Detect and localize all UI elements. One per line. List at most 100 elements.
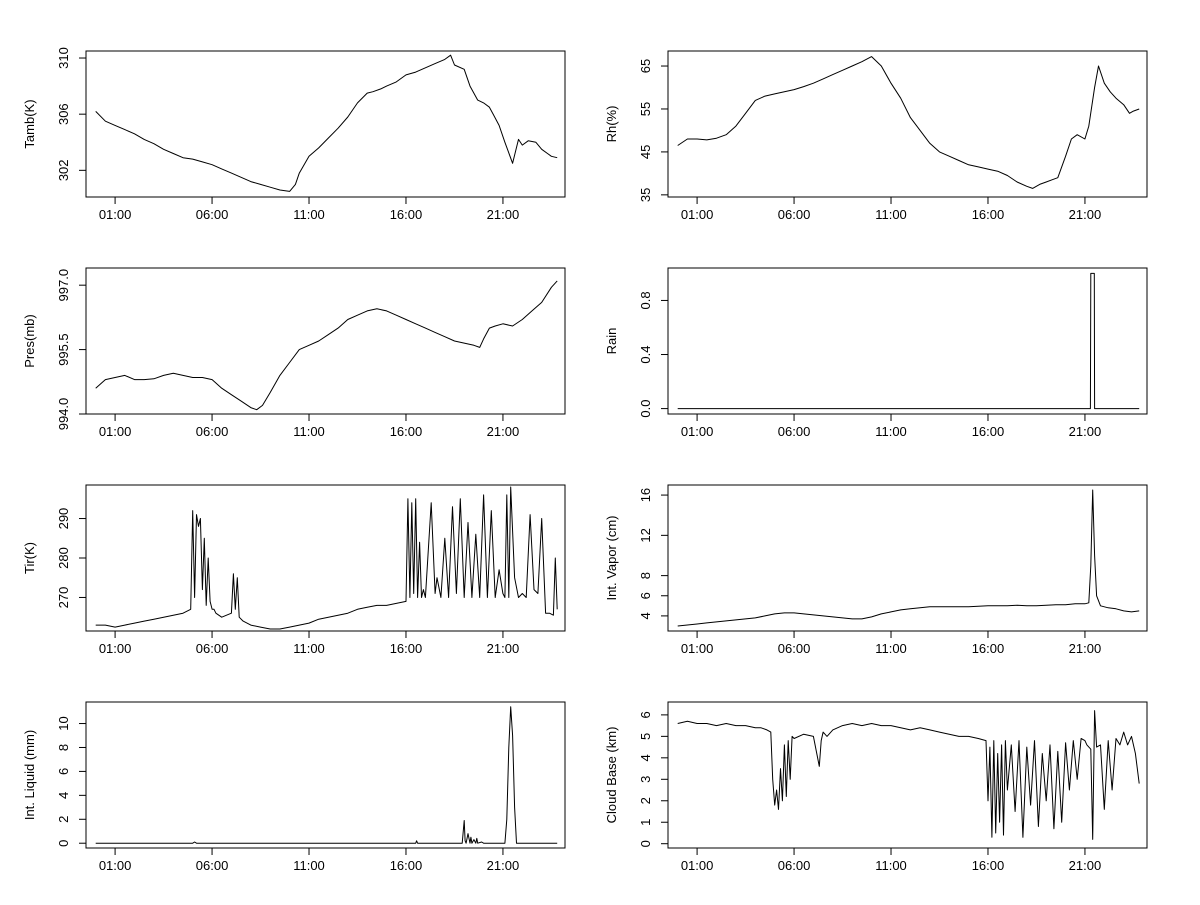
series-line xyxy=(95,706,558,844)
y-tick-label: 0.0 xyxy=(638,400,653,418)
x-tick-label: 11:00 xyxy=(875,641,907,656)
y-tick-label: 306 xyxy=(56,103,71,125)
y-axis-label: Int. Liquid (mm) xyxy=(22,730,37,820)
y-tick-label: 8 xyxy=(56,744,71,751)
series-line xyxy=(95,280,558,411)
y-tick-label: 65 xyxy=(638,59,653,73)
series-line xyxy=(677,56,1140,189)
y-tick-label: 16 xyxy=(638,488,653,502)
y-tick-label: 8 xyxy=(638,572,653,579)
y-tick-label: 5 xyxy=(638,733,653,740)
x-tick-label: 16:00 xyxy=(390,424,423,439)
y-tick-label: 995.5 xyxy=(56,333,71,366)
panel-int-vapor-cm: 01:00 06:00 11:00 16:00 21:00 4 6 8 12 16 Int. Vap… xyxy=(604,484,1148,656)
y-tick-label: 4 xyxy=(56,792,71,799)
x-tick-label: 01:00 xyxy=(99,641,132,656)
y-axis-label: Pres(mb) xyxy=(22,314,37,367)
x-tick-label: 16:00 xyxy=(972,424,1005,439)
y-tick-label: 0.4 xyxy=(638,345,653,363)
x-tick-label: 21:00 xyxy=(1069,424,1102,439)
y-tick-label: 280 xyxy=(56,547,71,569)
y-tick-label: 290 xyxy=(56,508,71,530)
y-axis-label: Tamb(K) xyxy=(22,99,37,148)
panel-rh: 01:00 06:00 11:00 16:00 21:00 35 45 55 65 Rh(%) xyxy=(604,50,1148,222)
x-tick-label: 16:00 xyxy=(972,207,1005,222)
plot-frame xyxy=(667,50,1148,198)
series-line xyxy=(677,489,1140,627)
x-tick-label: 21:00 xyxy=(487,858,520,873)
y-tick-label: 12 xyxy=(638,528,653,542)
panel-int-liquid-mm: 01:00 06:00 11:00 16:00 21:00 0 2 4 6 8 10 Int. Liq… xyxy=(22,701,566,873)
x-tick-label: 06:00 xyxy=(196,641,229,656)
y-tick-label: 0.8 xyxy=(638,291,653,309)
x-tick-label: 06:00 xyxy=(196,207,229,222)
x-tick-label: 21:00 xyxy=(487,424,520,439)
plot-frame xyxy=(667,484,1148,632)
x-tick-label: 06:00 xyxy=(778,207,811,222)
x-tick-label: 01:00 xyxy=(99,424,132,439)
series-line xyxy=(677,272,1140,410)
y-axis-label: Cloud Base (km) xyxy=(604,727,619,824)
x-tick-label: 16:00 xyxy=(390,858,423,873)
x-tick-label: 06:00 xyxy=(196,858,229,873)
y-axis-label: Rh(%) xyxy=(604,106,619,143)
x-tick-label: 11:00 xyxy=(293,424,325,439)
x-tick-label: 06:00 xyxy=(196,424,229,439)
x-tick-label: 06:00 xyxy=(778,858,811,873)
x-tick-label: 06:00 xyxy=(778,641,811,656)
plot-frame xyxy=(85,701,566,849)
x-tick-label: 01:00 xyxy=(99,858,132,873)
x-tick-label: 01:00 xyxy=(681,858,714,873)
series-line xyxy=(95,486,558,630)
x-tick-label: 16:00 xyxy=(390,207,423,222)
panel-pres-mb: 01:00 06:00 11:00 16:00 21:00 994.0 995.5 997.0… xyxy=(22,267,566,439)
y-tick-label: 10 xyxy=(56,716,71,730)
y-tick-label: 6 xyxy=(638,711,653,718)
y-tick-label: 2 xyxy=(638,797,653,804)
x-tick-label: 01:00 xyxy=(681,641,714,656)
y-tick-label: 3 xyxy=(638,776,653,783)
panel-tamb-k: 01:00 06:00 11:00 16:00 21:00 302 306 310 Tamb(K… xyxy=(22,47,566,222)
x-tick-label: 01:00 xyxy=(681,424,714,439)
y-tick-label: 4 xyxy=(638,612,653,619)
y-tick-label: 994.0 xyxy=(56,398,71,431)
y-tick-label: 0 xyxy=(56,840,71,847)
x-tick-label: 11:00 xyxy=(293,641,325,656)
x-tick-label: 11:00 xyxy=(875,207,907,222)
y-tick-label: 6 xyxy=(638,592,653,599)
y-axis-label: Int. Vapor (cm) xyxy=(604,515,619,600)
y-tick-label: 2 xyxy=(56,816,71,823)
y-tick-label: 45 xyxy=(638,145,653,159)
y-tick-label: 4 xyxy=(638,754,653,761)
series-line xyxy=(677,710,1140,840)
x-tick-label: 21:00 xyxy=(487,641,520,656)
y-tick-label: 270 xyxy=(56,587,71,609)
plot-frame xyxy=(667,267,1148,415)
panel-cloud-base-km: 01:00 06:00 11:00 16:00 21:00 0 1 2 3 4 5 6 Cloud Ba… xyxy=(604,701,1148,873)
panel-rain: 01:00 06:00 11:00 16:00 21:00 0.0 0.4 0.8 Rain xyxy=(604,267,1148,439)
y-tick-label: 310 xyxy=(56,47,71,69)
plot-frame xyxy=(85,267,566,415)
x-tick-label: 21:00 xyxy=(1069,207,1102,222)
x-tick-label: 11:00 xyxy=(875,858,907,873)
y-tick-label: 55 xyxy=(638,102,653,116)
plot-frame xyxy=(85,50,566,198)
x-tick-label: 21:00 xyxy=(1069,858,1102,873)
y-tick-label: 997.0 xyxy=(56,269,71,302)
x-tick-label: 21:00 xyxy=(1069,641,1102,656)
y-tick-label: 6 xyxy=(56,768,71,775)
y-tick-label: 1 xyxy=(638,819,653,826)
series-line xyxy=(95,54,558,192)
y-tick-label: 302 xyxy=(56,159,71,181)
y-axis-label: Tir(K) xyxy=(22,542,37,574)
x-tick-label: 11:00 xyxy=(875,424,907,439)
x-tick-label: 16:00 xyxy=(972,858,1005,873)
x-tick-label: 06:00 xyxy=(778,424,811,439)
x-tick-label: 16:00 xyxy=(390,641,423,656)
x-tick-label: 11:00 xyxy=(293,207,325,222)
x-tick-label: 01:00 xyxy=(681,207,714,222)
y-axis-label: Rain xyxy=(604,328,619,355)
plot-frame xyxy=(667,701,1148,849)
